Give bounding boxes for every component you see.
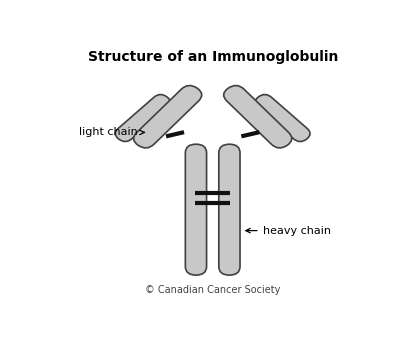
FancyBboxPatch shape [255, 95, 310, 141]
FancyBboxPatch shape [134, 85, 202, 148]
FancyBboxPatch shape [219, 144, 240, 275]
Text: light chain: light chain [79, 128, 144, 137]
FancyBboxPatch shape [186, 144, 207, 275]
Text: heavy chain: heavy chain [246, 226, 330, 236]
FancyBboxPatch shape [224, 85, 292, 148]
FancyBboxPatch shape [115, 95, 171, 141]
Text: © Canadian Cancer Society: © Canadian Cancer Society [145, 285, 281, 295]
Text: Structure of an Immunoglobulin: Structure of an Immunoglobulin [88, 50, 338, 64]
